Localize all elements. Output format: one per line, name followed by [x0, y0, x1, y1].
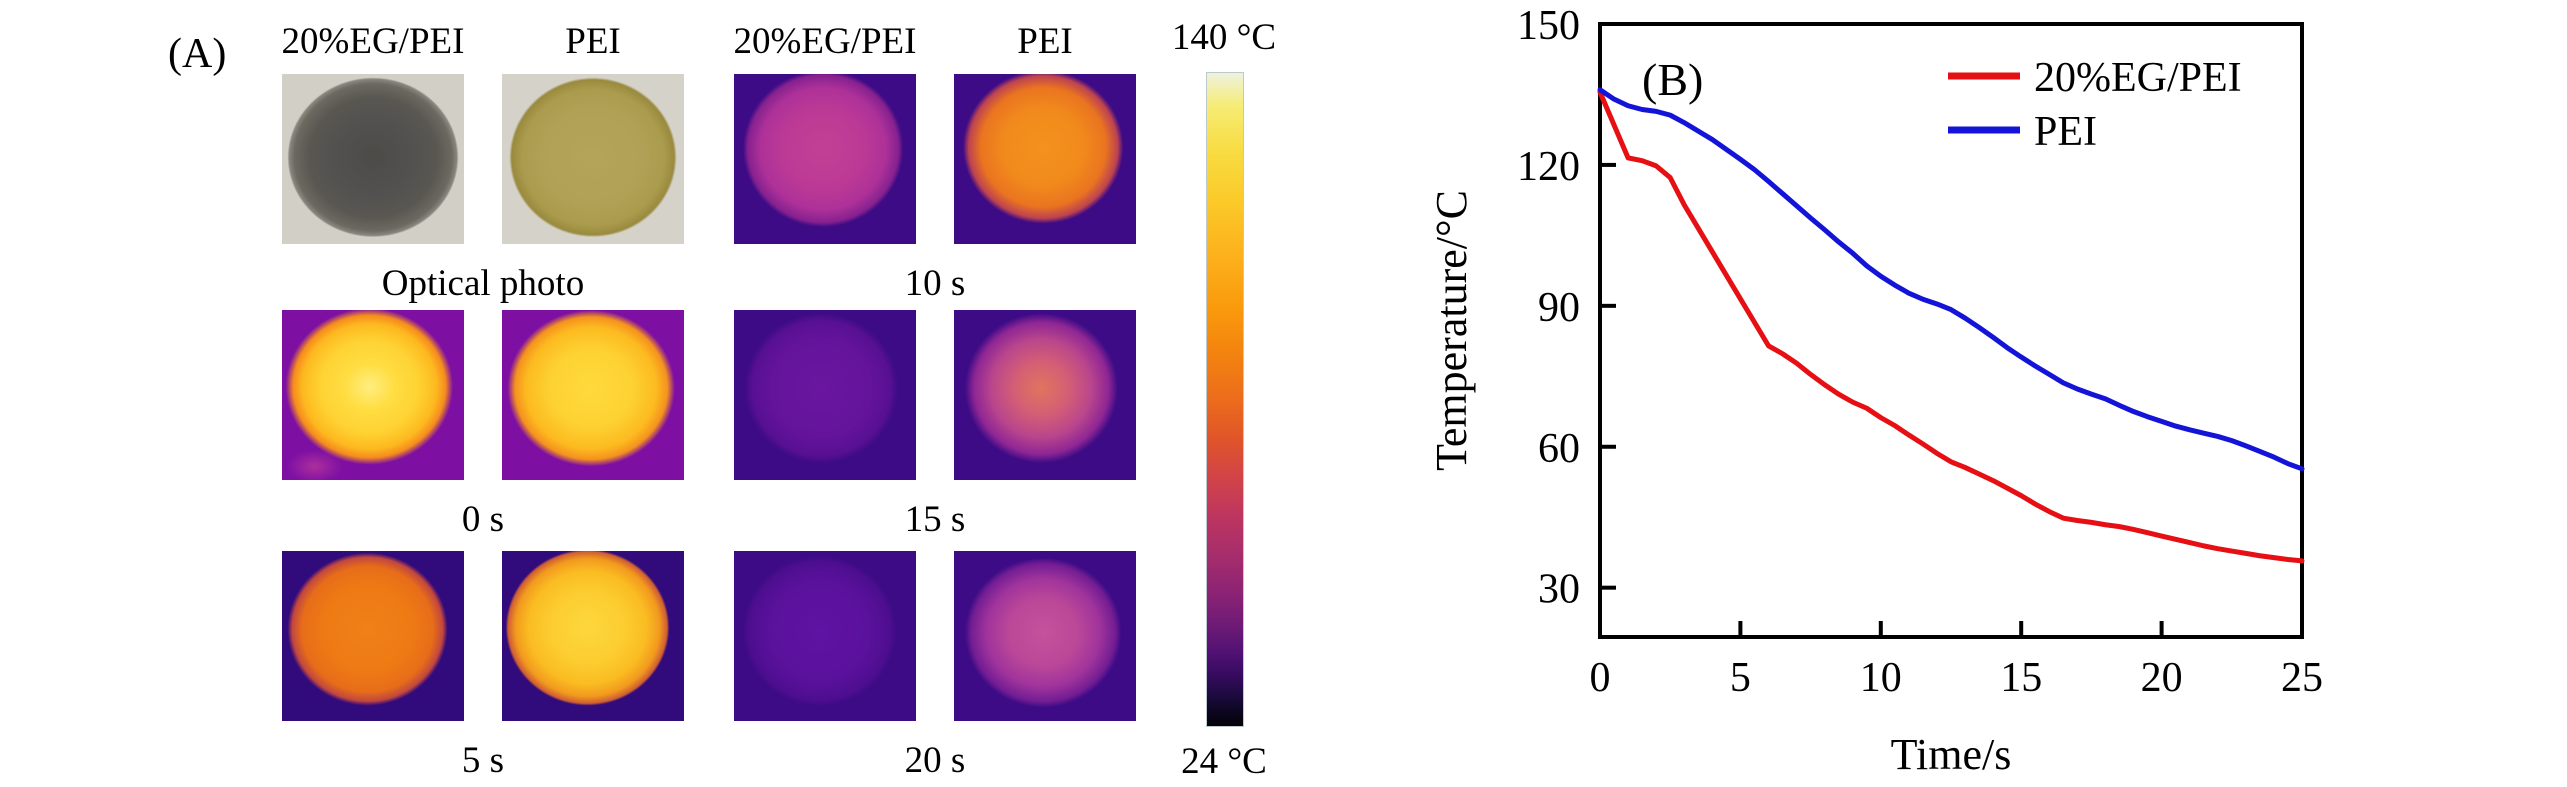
thermal-tile-5s-pei — [502, 551, 684, 721]
legend-label-pei: PEI — [2034, 109, 2097, 155]
temperature-colorbar — [1206, 72, 1244, 727]
thermal-tile-optical-pei — [502, 74, 684, 244]
thermal-tile-5s-20eg-pei — [282, 551, 464, 721]
row-caption: 20 s — [904, 740, 966, 781]
column-header-pei-right: PEI — [1017, 21, 1073, 62]
thermal-tile-10s-pei — [954, 74, 1136, 244]
plot-frame — [1598, 22, 2304, 639]
row-caption: Optical photo — [381, 263, 585, 304]
thermal-tile-10s-20eg-pei — [734, 74, 916, 244]
panel-a-label: (A) — [168, 31, 227, 77]
x-tick-label: 10 — [1860, 655, 1902, 701]
thermal-tile-0s-20eg-pei — [282, 310, 464, 480]
x-axis-title: Time/s — [1891, 730, 2012, 779]
y-tick-label: 60 — [1538, 426, 1580, 472]
series-line-pei — [1597, 87, 2305, 472]
x-tick-label: 5 — [1730, 655, 1751, 701]
row-caption: 10 s — [904, 263, 966, 304]
x-tick-label: 25 — [2281, 655, 2323, 701]
thermal-tile-0s-pei — [502, 310, 684, 480]
row-caption: 15 s — [904, 499, 966, 540]
colorbar-max-label: 140 °C — [1171, 17, 1277, 58]
column-header-pei-left: PEI — [565, 21, 621, 62]
series-line-20eg-pei — [1597, 89, 2305, 564]
y-tick-label: 30 — [1538, 567, 1580, 613]
x-tick-label: 15 — [2000, 655, 2042, 701]
y-tick-label: 150 — [1517, 3, 1580, 49]
legend-label-20eg-pei: 20%EG/PEI — [2034, 55, 2242, 101]
y-tick-label: 90 — [1538, 285, 1580, 331]
thermal-tile-optical-20eg-pei — [282, 74, 464, 244]
colorbar-min-label: 24 °C — [1181, 741, 1267, 782]
thermal-tile-20s-20eg-pei — [734, 551, 916, 721]
y-tick-label: 120 — [1517, 144, 1580, 190]
x-tick-label: 20 — [2141, 655, 2183, 701]
y-axis-title: Temperature/°C — [1427, 190, 1476, 471]
column-header-20eg-pei-left: 20%EG/PEI — [281, 21, 465, 62]
x-tick-label: 0 — [1590, 655, 1611, 701]
row-caption: 5 s — [461, 740, 505, 781]
thermal-tile-15s-pei — [954, 310, 1136, 480]
column-header-20eg-pei-right: 20%EG/PEI — [733, 21, 917, 62]
row-caption: 0 s — [461, 499, 505, 540]
thermal-tile-20s-pei — [954, 551, 1136, 721]
panel-b-label: (B) — [1642, 54, 1703, 105]
thermal-tile-15s-20eg-pei — [734, 310, 916, 480]
cooling-curve-chart: 0 5 10 15 20 25 30 60 90 120 150 Time/s Temperature/… — [1427, 3, 2323, 779]
